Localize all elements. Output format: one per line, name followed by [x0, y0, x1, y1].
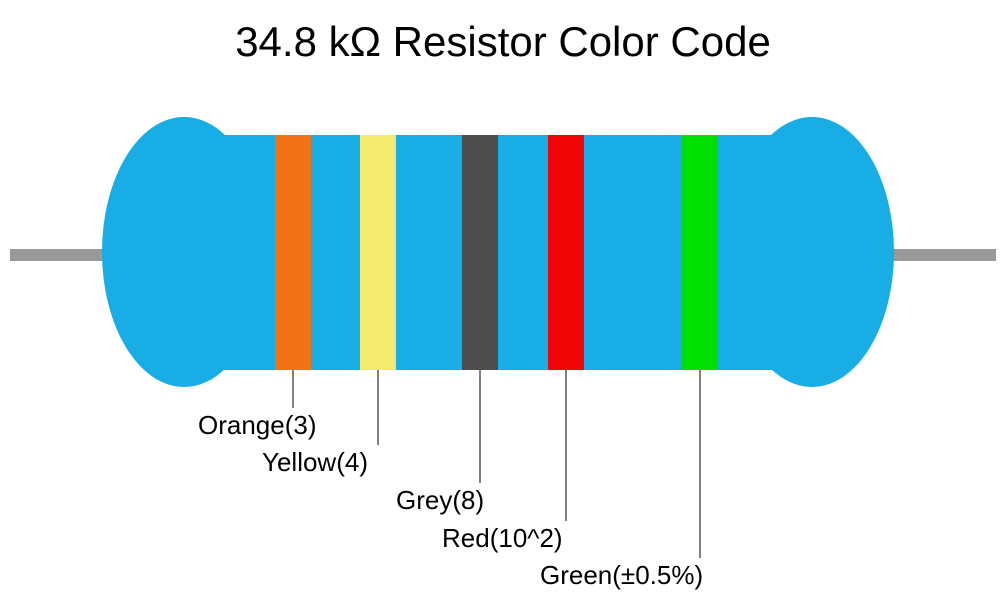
band-green [682, 135, 718, 370]
band-label-green: Green(±0.5%) [540, 560, 703, 591]
band-label-grey: Grey(8) [396, 485, 484, 516]
end-cap-right [730, 117, 894, 387]
band-label-orange: Orange(3) [198, 410, 317, 441]
band-yellow [360, 135, 396, 370]
band-grey [462, 135, 498, 370]
band-orange [275, 135, 311, 370]
resistor-diagram [0, 0, 1006, 607]
band-label-yellow: Yellow(4) [262, 447, 368, 478]
band-label-red: Red(10^2) [442, 523, 563, 554]
end-cap-left [102, 117, 266, 387]
band-red [548, 135, 584, 370]
